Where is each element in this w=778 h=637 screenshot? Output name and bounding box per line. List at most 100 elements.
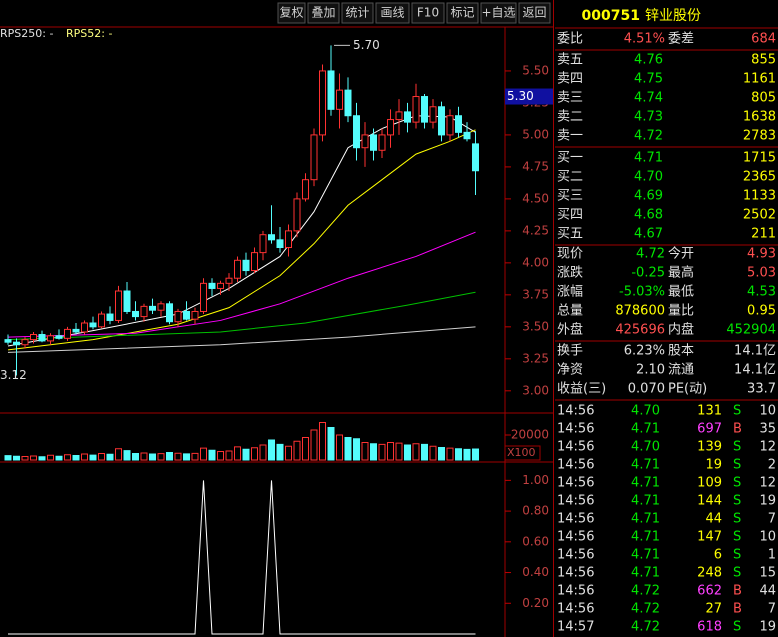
quote-cell: 5.03 xyxy=(747,266,776,281)
volume-bar xyxy=(344,437,352,461)
toolbar-button-label[interactable]: 复权 xyxy=(279,6,303,20)
toolbar-button[interactable] xyxy=(307,2,340,24)
quote-cell: 净资 xyxy=(557,363,583,378)
toolbar-button[interactable] xyxy=(411,2,445,24)
quote-cell: PE(动) xyxy=(668,382,707,397)
toolbar-button[interactable] xyxy=(375,2,410,24)
volume-bar xyxy=(310,429,318,461)
toolbar-button[interactable] xyxy=(480,2,517,24)
y-tick-label: 20000 xyxy=(511,428,549,442)
toolbar-button[interactable] xyxy=(518,2,551,24)
volume-bar xyxy=(463,448,471,461)
toolbar-button-label[interactable]: 统计 xyxy=(345,6,369,20)
quote-cell: 14:56 xyxy=(557,584,594,599)
quote-cell: 内盘 xyxy=(668,322,694,338)
quote-cell: 买三 xyxy=(557,189,583,204)
quote-cell: 1 xyxy=(768,548,776,563)
volume-bar xyxy=(421,443,428,461)
moving-average xyxy=(7,291,476,341)
candle-body xyxy=(191,310,199,320)
quote-cell: B xyxy=(733,422,742,437)
toolbar-button-label[interactable]: 返回 xyxy=(522,6,546,20)
quote-cell: 33.7 xyxy=(747,382,776,397)
candle-body xyxy=(319,70,326,136)
indicator-legend: RPS52: - xyxy=(66,27,112,40)
volume-bar xyxy=(183,453,190,461)
toolbar-button[interactable] xyxy=(277,2,306,24)
moving-average xyxy=(7,326,476,353)
volume-bar xyxy=(174,452,182,461)
low-label: 3.12 xyxy=(0,368,27,382)
quote-cell: 697 xyxy=(697,422,722,437)
candle-body xyxy=(217,282,224,289)
quote-cell: S xyxy=(733,476,741,491)
quote-cell: 4.72 xyxy=(634,129,663,144)
toolbar-button-label[interactable]: 叠加 xyxy=(311,6,335,20)
quote-cell: B xyxy=(733,602,742,617)
quote-cell: 855 xyxy=(751,53,776,68)
quote-cell: 4.51% xyxy=(624,32,665,47)
rps-line xyxy=(8,480,476,635)
quote-cell: 4.75 xyxy=(634,72,663,87)
quote-cell: 4.72 xyxy=(631,584,660,599)
volume-bar xyxy=(166,452,173,461)
toolbar-button[interactable] xyxy=(446,2,479,24)
toolbar-button[interactable] xyxy=(341,2,374,24)
volume-bar xyxy=(234,446,241,461)
quote-cell: 4.71 xyxy=(631,566,660,581)
quote-cell: S xyxy=(733,458,741,473)
y-tick-label: 4.00 xyxy=(522,255,549,269)
volume-bar xyxy=(157,453,165,461)
quote-cell: 4.71 xyxy=(631,494,660,509)
volume-bar xyxy=(38,456,46,461)
candle-body xyxy=(455,115,462,133)
y-tick-label: 0.60 xyxy=(522,534,549,548)
quote-cell: 144 xyxy=(697,494,722,509)
quote-cell: 涨跌 xyxy=(557,265,583,281)
volume-bar xyxy=(387,442,394,461)
volume-bar xyxy=(200,447,207,461)
quote-cell: 14:56 xyxy=(557,476,594,491)
volume-bar xyxy=(395,442,403,461)
volume-bar xyxy=(361,442,369,461)
quote-cell: S xyxy=(733,494,741,509)
quote-cell: 14:56 xyxy=(557,422,594,437)
quote-cell: 4.72 xyxy=(631,620,660,635)
quote-cell: S xyxy=(733,566,741,581)
price-tag-label: 5.30 xyxy=(507,89,534,103)
quote-cell: 14:57 xyxy=(557,620,594,635)
quote-cell: 买五 xyxy=(557,227,583,242)
candle-body xyxy=(200,282,207,312)
quote-cell: -0.25 xyxy=(631,266,665,281)
volume-bar xyxy=(72,455,80,461)
quote-cell: 卖四 xyxy=(557,72,583,87)
quote-cell: 0.070 xyxy=(628,382,665,397)
toolbar-button-label[interactable]: 标记 xyxy=(450,6,474,20)
candle-body xyxy=(242,259,250,272)
quote-cell: 131 xyxy=(697,404,722,419)
quote-cell: 425696 xyxy=(615,323,665,338)
volume-bar xyxy=(132,453,139,461)
quote-cell: 618 xyxy=(697,620,722,635)
candle-body xyxy=(38,334,46,342)
candle-body xyxy=(30,334,37,341)
toolbar-button-label[interactable]: +自选 xyxy=(481,6,515,20)
candle-body xyxy=(234,259,241,279)
quote-panel: 000751 锌业股份 委比 4.51% 委差 684 卖五 4.76 855 卖四 4.75 1… xyxy=(555,8,778,635)
candle-body xyxy=(13,341,20,346)
quote-cell: 2783 xyxy=(743,129,776,144)
quote-cell: 买二 xyxy=(557,170,583,185)
candle-body xyxy=(353,115,360,149)
quote-cell: 805 xyxy=(751,91,776,106)
quote-cell: 1715 xyxy=(743,151,776,166)
toolbar-button-label[interactable]: F10 xyxy=(417,6,439,20)
volume-bar xyxy=(268,439,275,461)
quote-cell: 4.69 xyxy=(634,189,663,204)
candle-body xyxy=(395,111,403,121)
quote-cell: 外盘 xyxy=(557,322,583,338)
quote-cell: 4.71 xyxy=(631,512,660,527)
toolbar-button-label[interactable]: 画线 xyxy=(380,6,404,20)
volume-bar xyxy=(276,443,284,461)
candle-body xyxy=(404,111,411,123)
